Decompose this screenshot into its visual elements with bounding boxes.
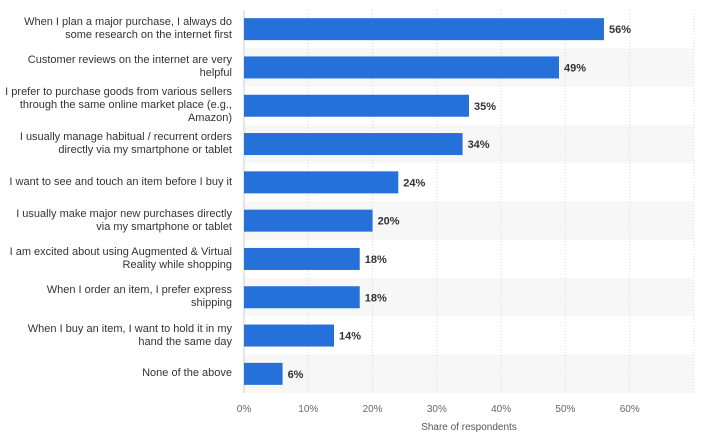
x-tick-label: 30% <box>427 404 447 415</box>
x-tick-label: 0% <box>237 404 252 415</box>
bar <box>244 171 399 194</box>
x-tick-label: 10% <box>298 404 318 415</box>
value-label: 14% <box>339 331 361 343</box>
category-label: When I order an item, I prefer express s… <box>46 284 232 310</box>
x-tick-label: 60% <box>620 404 640 415</box>
category-label: I usually manage habitual / recurrent or… <box>19 131 232 157</box>
category-label: None of the above <box>142 367 232 380</box>
bar <box>244 362 283 385</box>
bar <box>244 94 469 117</box>
bar <box>244 18 604 41</box>
category-label: I usually make major new purchases direc… <box>16 207 232 233</box>
value-label: 56% <box>609 24 631 36</box>
x-tick-label: 20% <box>363 404 383 415</box>
value-label: 35% <box>474 101 496 113</box>
value-label: 6% <box>288 369 304 381</box>
bar <box>244 247 360 270</box>
value-label: 18% <box>365 292 387 304</box>
bar <box>244 324 334 347</box>
bar <box>244 56 559 79</box>
x-tick-label: 40% <box>491 404 511 415</box>
x-axis-title: Share of respondents <box>421 422 517 433</box>
bar <box>244 286 360 309</box>
value-label: 24% <box>403 177 425 189</box>
value-label: 49% <box>564 62 586 74</box>
bar <box>244 133 463 156</box>
bar <box>244 209 373 232</box>
row-stripe <box>244 354 694 393</box>
value-label: 18% <box>365 254 387 266</box>
category-label: When I plan a major purchase, I always d… <box>24 16 232 42</box>
value-label: 34% <box>468 139 490 151</box>
x-tick-label: 50% <box>555 404 575 415</box>
category-label: I want to see and touch an item before I… <box>9 175 232 188</box>
category-label: Customer reviews on the internet are ver… <box>27 54 232 80</box>
category-label: I am excited about using Augmented & Vir… <box>9 245 232 271</box>
category-label: When I buy an item, I want to hold it in… <box>27 322 232 348</box>
category-label: I prefer to purchase goods from various … <box>5 86 232 125</box>
value-label: 20% <box>378 216 400 228</box>
